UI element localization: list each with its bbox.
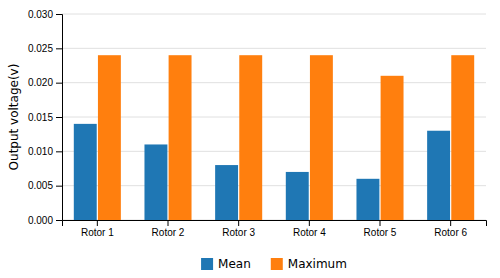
bar — [427, 131, 450, 220]
y-tick: 0.030 — [28, 9, 62, 20]
tick-label: Rotor 3 — [222, 227, 255, 238]
grid-line — [62, 185, 486, 186]
tick-label: 0.025 — [28, 43, 53, 54]
axis-domain — [63, 221, 487, 227]
x-tick: Rotor 1 — [81, 220, 114, 238]
chart-svg: 0.000 0.005 0.010 0.015 0.020 0.025 0.030 Rotor… — [0, 0, 500, 278]
x-tick: Rotor 2 — [152, 220, 185, 238]
y-tick: 0.020 — [28, 77, 62, 88]
tick-mark — [450, 220, 451, 226]
tick-label: 0.010 — [28, 146, 53, 157]
legend: Mean Maximum — [201, 257, 347, 271]
x-axis: Rotor 1 Rotor 2 Rotor 3 Rotor 4 Rotor 5 Rotor… — [63, 220, 487, 238]
bar — [286, 172, 309, 220]
tick-mark — [56, 117, 62, 118]
tick-mark — [309, 220, 310, 226]
x-tick: Rotor 5 — [364, 220, 397, 238]
tick-mark — [56, 186, 62, 187]
tick-label: 0.005 — [28, 180, 53, 191]
x-tick: Rotor 4 — [293, 220, 326, 238]
y-axis: 0.000 0.005 0.010 0.015 0.020 0.025 0.030 — [28, 9, 63, 226]
bar — [98, 55, 121, 220]
tick-label: Rotor 4 — [293, 227, 326, 238]
tick-label: Rotor 2 — [152, 227, 185, 238]
x-tick: Rotor 6 — [434, 220, 467, 238]
tick-mark — [56, 151, 62, 152]
bar — [356, 179, 379, 220]
bar — [310, 55, 333, 220]
tick-mark — [56, 48, 62, 49]
tick-label: 0.030 — [28, 9, 53, 20]
grid-line — [62, 82, 486, 83]
y-tick: 0.015 — [28, 112, 62, 123]
bar — [169, 55, 192, 220]
grid-line — [62, 14, 486, 15]
bar — [239, 55, 262, 220]
x-tick: Rotor 3 — [222, 220, 255, 238]
legend-label: Maximum — [288, 257, 347, 271]
bar — [74, 124, 97, 220]
plot: 0.000 0.005 0.010 0.015 0.020 0.025 0.030 Rotor… — [28, 9, 487, 238]
grid-line — [62, 48, 486, 49]
bar — [215, 165, 238, 220]
y-tick: 0.000 — [28, 215, 62, 226]
legend-swatch — [201, 258, 213, 270]
tick-label: 0.020 — [28, 77, 53, 88]
legend-item: Mean — [201, 257, 251, 271]
legend-item: Maximum — [271, 257, 347, 271]
tick-mark — [380, 220, 381, 226]
bars — [74, 55, 474, 220]
tick-mark — [238, 220, 239, 226]
y-tick: 0.010 — [28, 146, 62, 157]
tick-label: Rotor 6 — [434, 227, 467, 238]
y-tick: 0.025 — [28, 43, 62, 54]
tick-mark — [97, 220, 98, 226]
grid — [62, 14, 486, 220]
bar — [451, 55, 474, 220]
bar — [144, 144, 167, 220]
legend-label: Mean — [218, 257, 251, 271]
y-axis-title: Output voltage(v) — [7, 64, 21, 171]
bar-series — [98, 55, 474, 220]
y-tick: 0.005 — [28, 180, 62, 191]
tick-mark — [56, 83, 62, 84]
tick-label: Rotor 1 — [81, 227, 114, 238]
tick-mark — [168, 220, 169, 226]
chart-container: 0.000 0.005 0.010 0.015 0.020 0.025 0.030 Rotor… — [0, 0, 500, 278]
bar — [381, 76, 404, 220]
grid-line — [62, 117, 486, 118]
tick-mark — [56, 14, 62, 15]
tick-mark — [56, 220, 62, 221]
axis-domain — [56, 15, 63, 221]
tick-label: Rotor 5 — [364, 227, 397, 238]
tick-label: 0.000 — [28, 215, 53, 226]
tick-label: 0.015 — [28, 112, 53, 123]
grid-line — [62, 151, 486, 152]
legend-swatch — [271, 258, 283, 270]
